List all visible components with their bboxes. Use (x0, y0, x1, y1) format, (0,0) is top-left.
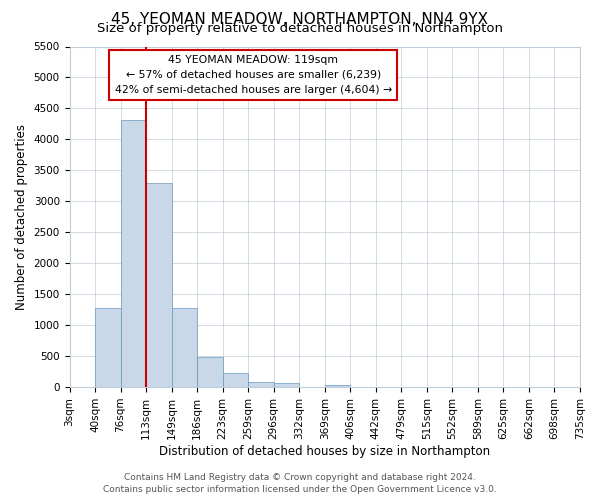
Bar (95, 308, 121, 387)
Text: 45 YEOMAN MEADOW: 119sqm
← 57% of detached houses are smaller (6,239)
42% of sem: 45 YEOMAN MEADOW: 119sqm ← 57% of detach… (115, 55, 392, 94)
Bar (197, 358, 223, 387)
Bar (325, 384, 350, 387)
Text: 45, YEOMAN MEADOW, NORTHAMPTON, NN4 9YX: 45, YEOMAN MEADOW, NORTHAMPTON, NN4 9YX (112, 12, 488, 26)
Bar (172, 308, 197, 387)
Bar (121, 120, 146, 387)
Bar (248, 382, 274, 387)
Text: Size of property relative to detached houses in Northampton: Size of property relative to detached ho… (97, 22, 503, 35)
X-axis label: Distribution of detached houses by size in Northampton: Distribution of detached houses by size … (159, 444, 490, 458)
Text: Contains HM Land Registry data © Crown copyright and database right 2024.
Contai: Contains HM Land Registry data © Crown c… (103, 472, 497, 494)
Bar (274, 384, 299, 387)
Y-axis label: Number of detached properties: Number of detached properties (15, 124, 28, 310)
Bar (223, 373, 248, 387)
Bar (146, 184, 172, 387)
